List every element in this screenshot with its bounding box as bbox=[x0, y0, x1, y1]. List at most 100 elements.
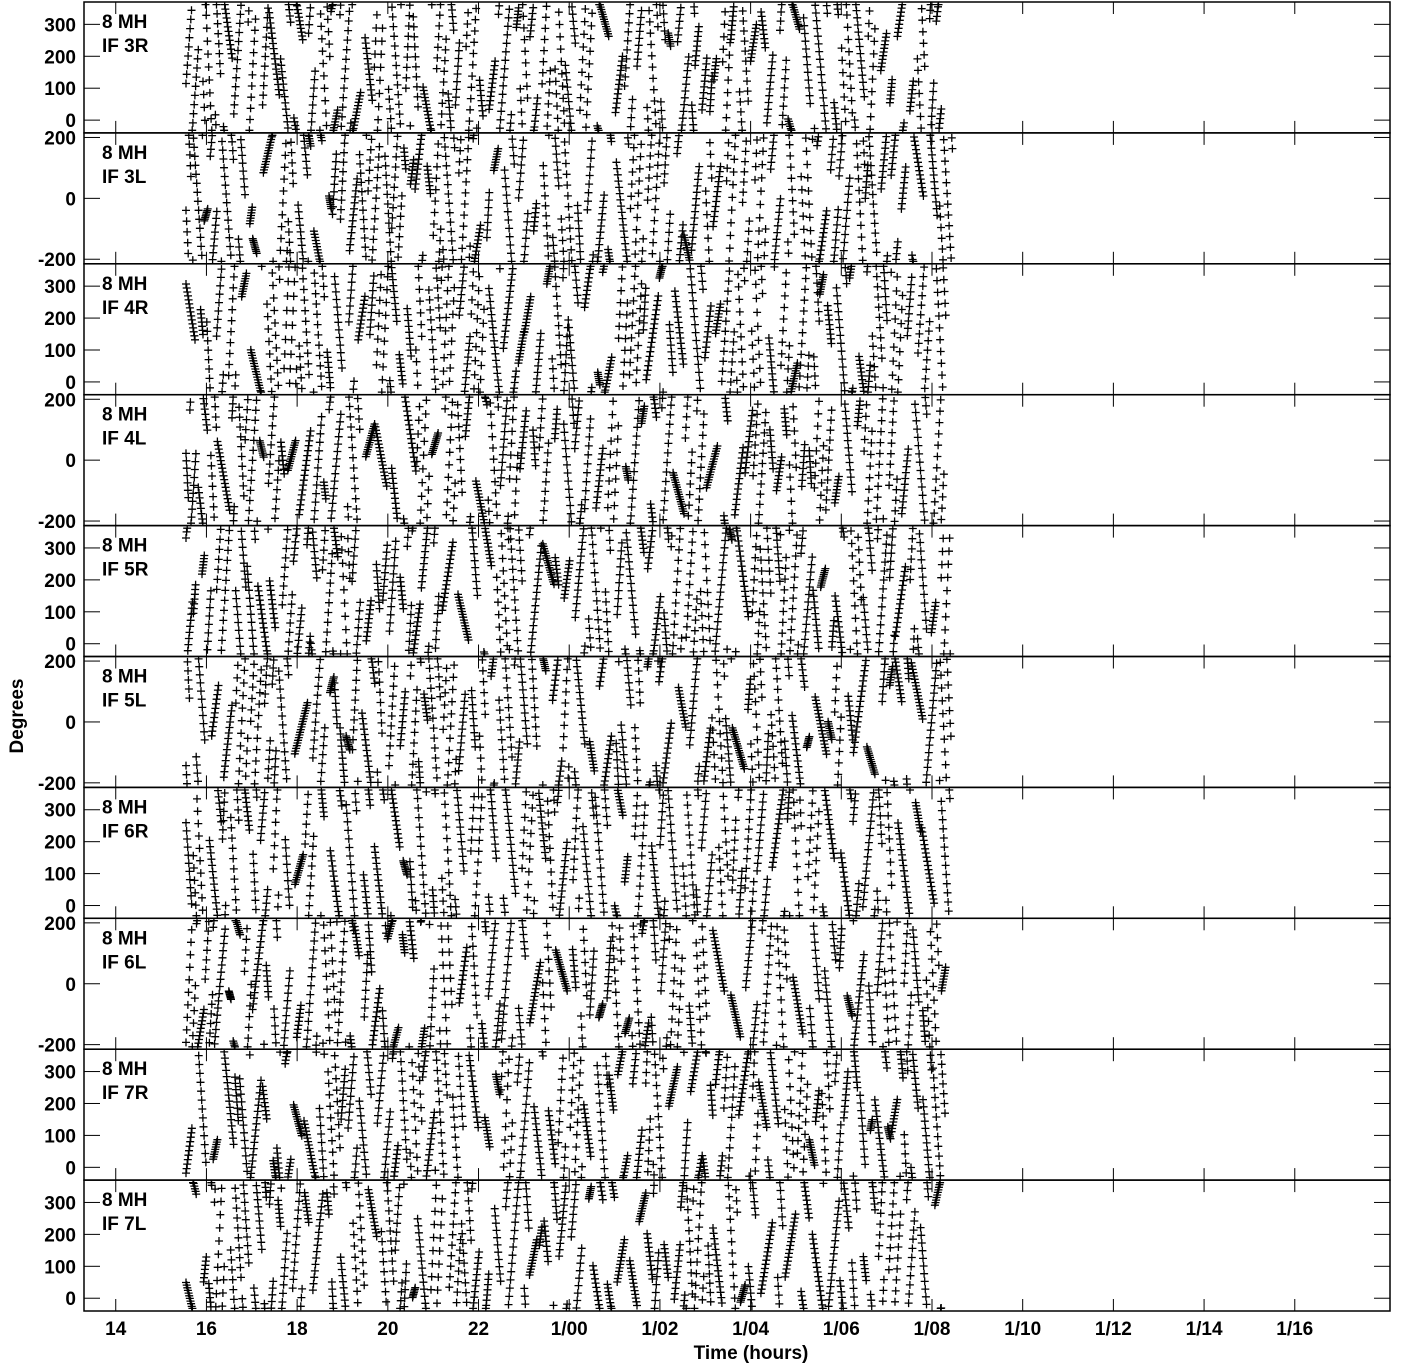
x-tick-label: 1/10 bbox=[1004, 1319, 1041, 1340]
phase-marker-path bbox=[182, 1180, 946, 1311]
x-tick-label: 1/12 bbox=[1095, 1319, 1132, 1340]
phase-marker-path bbox=[182, 394, 948, 526]
y-tick-label: 200 bbox=[44, 309, 76, 330]
y-tick-label: 300 bbox=[44, 277, 76, 298]
panel-label-band: 8 MH bbox=[102, 143, 147, 164]
y-tick-label: 200 bbox=[44, 1225, 76, 1246]
panel-label-band: 8 MH bbox=[102, 405, 147, 426]
panel-if-3l: -200 0 200 8 MH IF 3L bbox=[38, 128, 1391, 271]
x-tick-label: 1/02 bbox=[641, 1319, 678, 1340]
panel-label-if: IF 4L bbox=[102, 429, 147, 450]
panel-label-band: 8 MH bbox=[102, 928, 147, 949]
panel-if-5r: 0 100 200 300 8 MH IF 5R bbox=[44, 524, 1391, 658]
y-tick-label: 300 bbox=[44, 15, 76, 36]
panel-frame bbox=[83, 263, 1391, 396]
panel-label-if: IF 7L bbox=[102, 1214, 147, 1235]
phase-points bbox=[182, 918, 950, 1050]
y-tick-label: 300 bbox=[44, 1063, 76, 1084]
panel-label-if: IF 7R bbox=[102, 1083, 149, 1104]
y-tick-label: 100 bbox=[44, 1257, 76, 1278]
phase-points bbox=[182, 1180, 946, 1311]
panel-frame bbox=[83, 786, 1391, 920]
y-tick-label: 0 bbox=[65, 189, 76, 210]
panel-label-band: 8 MH bbox=[102, 797, 147, 818]
panel-frame bbox=[83, 1179, 1391, 1312]
panel-label-band: 8 MH bbox=[102, 536, 147, 557]
x-tick-label: 22 bbox=[468, 1319, 489, 1340]
panel-if-7r: 0 100 200 300 8 MH IF 7R bbox=[44, 1048, 1391, 1181]
x-tick-label: 16 bbox=[196, 1319, 217, 1340]
y-tick-label: 100 bbox=[44, 79, 76, 100]
y-tick-label: 100 bbox=[44, 865, 76, 886]
phase-marker-path bbox=[182, 1049, 949, 1181]
panel-label-if: IF 3L bbox=[102, 167, 147, 188]
y-tick-label: -200 bbox=[38, 774, 76, 795]
y-tick-label: -200 bbox=[38, 512, 76, 533]
phase-marker-path bbox=[182, 525, 955, 657]
panel-label-if: IF 3R bbox=[102, 36, 149, 57]
phase-points bbox=[182, 1049, 949, 1181]
panel-label-if: IF 6L bbox=[102, 952, 147, 973]
phase-marker-path bbox=[182, 787, 954, 919]
y-tick-label: 200 bbox=[44, 914, 76, 935]
panel-label-band: 8 MH bbox=[102, 1059, 147, 1080]
panel-frame bbox=[83, 132, 1391, 265]
y-tick-label: 0 bbox=[65, 1158, 76, 1179]
panel-if-4r: 0 100 200 300 8 MH IF 4R bbox=[44, 263, 1391, 396]
y-tick-label: 0 bbox=[65, 897, 76, 918]
y-tick-label: 0 bbox=[65, 451, 76, 472]
x-tick-label: 1/14 bbox=[1186, 1319, 1223, 1340]
x-tick-label: 1/06 bbox=[823, 1319, 860, 1340]
x-tick-label: 1/08 bbox=[914, 1319, 951, 1340]
panel-frame bbox=[83, 1, 1391, 134]
panel-label-if: IF 5L bbox=[102, 691, 147, 712]
panel-frame bbox=[83, 524, 1391, 658]
panel-if-4l: -200 0 200 8 MH IF 4L bbox=[38, 390, 1391, 533]
x-tick-label: 1/04 bbox=[732, 1319, 769, 1340]
y-tick-label: 200 bbox=[44, 652, 76, 673]
phase-points bbox=[182, 263, 950, 395]
phase-marker-path bbox=[182, 263, 950, 395]
y-tick-label: 100 bbox=[44, 341, 76, 362]
y-tick-label: 0 bbox=[65, 373, 76, 394]
x-axis-label: Time (hours) bbox=[694, 1343, 809, 1364]
phase-points bbox=[182, 132, 957, 264]
y-tick-label: 0 bbox=[65, 1289, 76, 1310]
panel-if-3r: 0 100 200 300 8 MH IF 3R bbox=[44, 1, 1391, 134]
phase-points bbox=[182, 656, 955, 788]
x-tick-label: 1/00 bbox=[551, 1319, 588, 1340]
x-tick-label: 1/16 bbox=[1276, 1319, 1313, 1340]
phase-marker-path bbox=[182, 2, 946, 133]
y-tick-label: 0 bbox=[65, 635, 76, 656]
panel-if-6r: 0 100 200 300 8 MH IF 6R bbox=[44, 786, 1391, 920]
y-tick-label: -200 bbox=[38, 250, 76, 271]
phase-marker-path bbox=[182, 132, 957, 264]
panel-if-6l: -200 0 200 8 MH IF 6L bbox=[38, 914, 1391, 1057]
y-tick-label: 100 bbox=[44, 1126, 76, 1147]
y-tick-label: 0 bbox=[65, 713, 76, 734]
phase-points bbox=[182, 2, 946, 133]
y-tick-label: 200 bbox=[44, 47, 76, 68]
y-axis-label: Degrees bbox=[7, 679, 28, 754]
y-tick-label: 200 bbox=[44, 128, 76, 149]
panel-label-band: 8 MH bbox=[102, 1190, 147, 1211]
panel-if-5l: -200 0 200 8 MH IF 5L bbox=[38, 652, 1391, 795]
panel-label-if: IF 6R bbox=[102, 821, 149, 842]
panel-label-band: 8 MH bbox=[102, 274, 147, 295]
x-tick-labels: 14 16 18 20 22 1/00 1/02 1/04 1/06 1/08 1/10 1/12 1/… bbox=[105, 1319, 1313, 1340]
x-tick-label: 14 bbox=[105, 1319, 127, 1340]
x-tick-label: 18 bbox=[287, 1319, 308, 1340]
y-tick-label: 200 bbox=[44, 390, 76, 411]
y-tick-label: 0 bbox=[65, 111, 76, 132]
panel-if-7l: 0 100 200 300 8 MH IF 7L bbox=[44, 1179, 1391, 1312]
phase-points bbox=[182, 525, 955, 657]
panel-frame bbox=[83, 917, 1391, 1050]
y-tick-label: 300 bbox=[44, 539, 76, 560]
y-tick-label: 200 bbox=[44, 1094, 76, 1115]
phase-points bbox=[182, 787, 954, 919]
panel-label-band: 8 MH bbox=[102, 12, 147, 33]
phase-marker-path bbox=[182, 918, 950, 1050]
y-tick-label: 300 bbox=[44, 801, 76, 822]
